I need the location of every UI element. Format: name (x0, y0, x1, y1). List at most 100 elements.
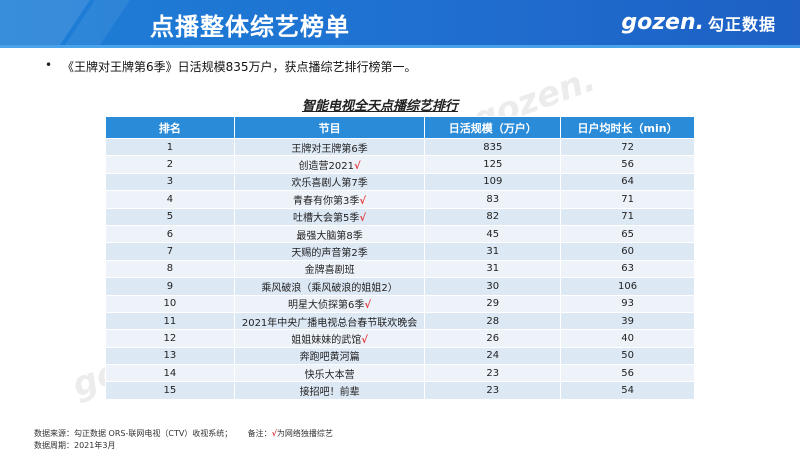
cell-program: 最强大脑第8季 (233, 224, 426, 244)
cell-rank: 6 (105, 224, 235, 244)
cell-daily-active: 45 (424, 224, 562, 244)
check-icon: √ (364, 300, 372, 312)
cell-program: 欢乐喜剧人第7季 (233, 172, 426, 192)
table-row: 5 吐槽大会第5季√ 82 71 (105, 207, 695, 226)
header-rank: 排名 (105, 116, 235, 139)
cell-daily-active-text: 31 (486, 246, 500, 258)
footer-source: 数据来源：勾正数据 ORS-联网电视（CTV）收视系统； 备注：√为网络独播综艺 (34, 428, 333, 439)
cell-avg-duration: 64 (560, 172, 695, 192)
cell-avg-duration: 54 (560, 381, 695, 400)
cell-avg-duration: 93 (560, 294, 695, 313)
header-avg-duration: 日户均时长（min） (560, 116, 695, 139)
cell-program-text: 青春有你第3季 (293, 195, 360, 207)
cell-daily-active-text: 23 (486, 367, 500, 379)
cell-rank-text: 7 (166, 246, 174, 258)
cell-program: 奔跑吧黄河篇 (233, 346, 426, 366)
cell-rank-text: 11 (163, 315, 177, 327)
table-row: 7 天赐的声音第2季 31 60 (105, 242, 695, 261)
footer-period: 数据周期：2021年3月 (34, 441, 116, 450)
check-icon: √ (361, 334, 368, 346)
title-banner: 点播整体综艺榜单 gozen. 勾正数据 (0, 0, 800, 45)
cell-rank: 12 (105, 329, 235, 348)
cell-daily-active: 109 (424, 172, 562, 192)
cell-rank: 9 (105, 277, 235, 296)
cell-rank-text: 2 (166, 159, 174, 171)
table-row: 15 接招吧！前辈 23 54 (105, 381, 695, 400)
cell-avg-duration-text: 40 (621, 332, 634, 344)
cell-program: 2021年中央广播电视总台春节联欢晚会 (233, 311, 426, 331)
cell-program-text: 2021年中央广播电视总台春节联欢晚会 (241, 317, 418, 329)
table-row: 11 2021年中央广播电视总台春节联欢晚会 28 39 (105, 311, 695, 331)
cell-daily-active: 125 (424, 155, 562, 174)
cell-rank: 10 (105, 294, 235, 313)
cell-avg-duration: 106 (560, 277, 695, 296)
note-text: 为网络独播综艺 (276, 429, 333, 438)
cell-avg-duration-text: 64 (621, 176, 634, 188)
cell-program-text: 快乐大本营 (304, 369, 355, 381)
cell-avg-duration-text: 72 (621, 141, 634, 153)
table-row: 2 创造营2021√ 125 56 (105, 155, 695, 174)
cell-rank: 5 (105, 207, 235, 226)
cell-rank: 8 (105, 259, 235, 279)
ranking-table: 排名 节目 日活规模（万户） 日户均时长（min） 1 王牌对王牌第6季 835 72… (105, 116, 695, 400)
table-row: 3 欢乐喜剧人第7季 109 64 (105, 172, 695, 192)
cell-avg-duration-text: 54 (621, 385, 634, 397)
source-text: 数据来源：勾正数据 ORS-联网电视（CTV）收视系统； (34, 429, 233, 438)
logo-chinese-name: 勾正数据 (707, 14, 776, 34)
cell-program: 姐姐妹妹的武馆√ (233, 329, 426, 348)
cell-program-text: 奔跑吧黄河篇 (299, 352, 360, 364)
header-program: 节目 (233, 116, 426, 139)
cell-avg-duration: 56 (560, 155, 695, 174)
cell-avg-duration: 65 (560, 224, 695, 244)
cell-daily-active: 82 (424, 207, 562, 226)
header-daily-active: 日活规模（万户） (424, 116, 562, 139)
cell-program: 乘风破浪（乘风破浪的姐姐2） (233, 277, 426, 296)
bullet-point: • (45, 58, 53, 72)
cell-daily-active-text: 26 (486, 332, 500, 344)
cell-daily-active-text: 109 (483, 176, 503, 188)
cell-avg-duration-text: 60 (621, 246, 634, 258)
cell-rank-text: 8 (166, 263, 174, 275)
cell-program-text: 创造营2021 (298, 161, 354, 173)
cell-rank-text: 10 (163, 298, 177, 310)
cell-daily-active: 23 (424, 364, 562, 383)
cell-program: 明星大侦探第6季√ (233, 294, 426, 313)
cell-daily-active-text: 30 (486, 280, 500, 292)
check-icon: √ (359, 195, 367, 207)
cell-rank: 4 (105, 190, 235, 209)
cell-program-text: 王牌对王牌第6季 (291, 143, 368, 155)
cell-avg-duration-text: 71 (621, 211, 634, 223)
cell-program-text: 姐姐妹妹的武馆 (291, 334, 362, 346)
cell-program-text: 金牌喜剧班 (304, 265, 355, 277)
cell-program: 青春有你第3季√ (233, 190, 426, 209)
table-row: 12 姐姐妹妹的武馆√ 26 40 (105, 329, 695, 348)
cell-avg-duration-text: 50 (621, 350, 634, 362)
table-row: 14 快乐大本营 23 56 (105, 364, 695, 383)
cell-daily-active-text: 125 (483, 159, 503, 171)
cell-rank: 13 (105, 346, 235, 366)
cell-avg-duration-text: 65 (621, 228, 634, 240)
cell-program: 天赐的声音第2季 (233, 242, 426, 261)
cell-program: 金牌喜剧班 (233, 259, 426, 279)
check-icon: √ (271, 429, 277, 438)
banner-underline (0, 45, 800, 48)
cell-avg-duration: 40 (560, 329, 695, 348)
cell-avg-duration-text: 71 (621, 193, 634, 205)
cell-daily-active: 835 (424, 137, 562, 157)
cell-daily-active: 31 (424, 259, 562, 279)
cell-rank: 7 (105, 242, 235, 261)
cell-daily-active-text: 28 (486, 315, 500, 327)
cell-daily-active: 23 (424, 381, 562, 400)
summary-text: 《王牌对王牌第6季》日活规模835万户，获点播综艺排行榜第一。 (62, 60, 417, 74)
cell-avg-duration-text: 63 (621, 263, 634, 275)
cell-rank: 15 (105, 381, 235, 400)
cell-avg-duration: 50 (560, 346, 695, 366)
cell-daily-active: 28 (424, 311, 562, 331)
table-row: 6 最强大脑第8季 45 65 (105, 224, 695, 244)
cell-rank-text: 14 (163, 367, 177, 379)
cell-daily-active: 24 (424, 346, 562, 366)
cell-daily-active-text: 83 (486, 193, 500, 205)
cell-program-text: 天赐的声音第2季 (291, 248, 368, 260)
cell-avg-duration: 39 (560, 311, 695, 331)
note-label: 备注： (247, 429, 272, 438)
